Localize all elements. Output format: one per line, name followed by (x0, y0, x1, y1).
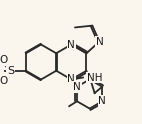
Text: NH: NH (87, 73, 102, 83)
Text: N: N (67, 40, 75, 49)
Text: N: N (73, 82, 81, 92)
Text: O: O (0, 55, 8, 65)
Text: N: N (98, 96, 106, 106)
Text: N: N (67, 75, 75, 84)
Text: O: O (0, 76, 8, 86)
Text: N: N (96, 37, 103, 47)
Text: S: S (7, 66, 14, 76)
